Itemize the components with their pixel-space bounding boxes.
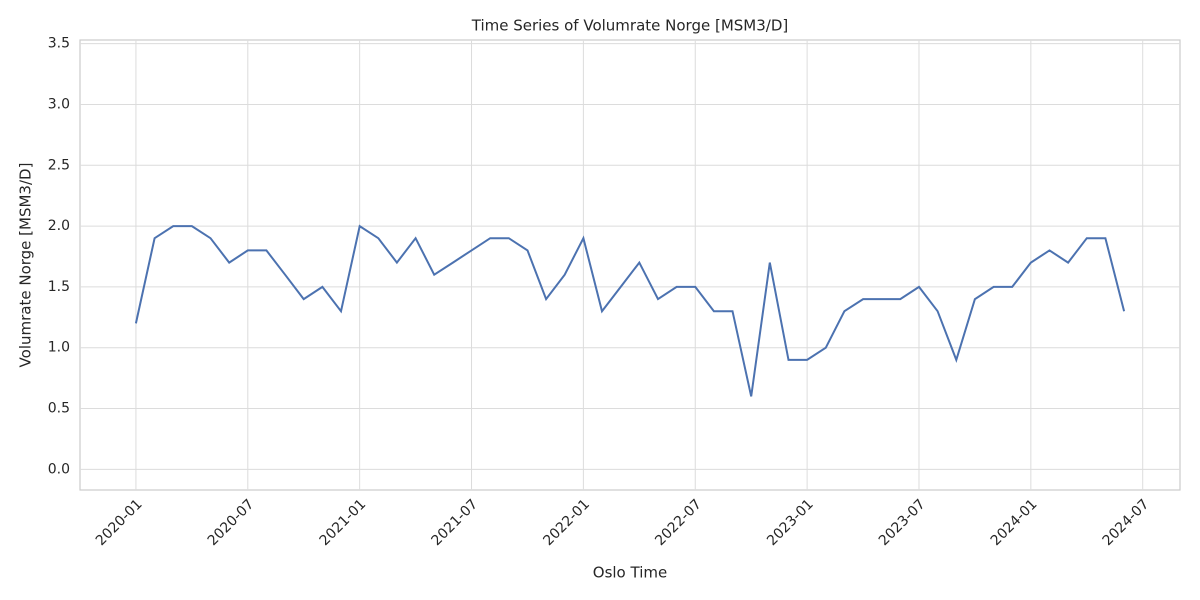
y-tick-label: 3.0 bbox=[48, 96, 70, 112]
chart-title: Time Series of Volumrate Norge [MSM3/D] bbox=[471, 17, 788, 35]
x-tick-label: 2023-01 bbox=[764, 496, 817, 549]
y-tick-label: 0.0 bbox=[48, 461, 70, 477]
x-tick-label: 2022-07 bbox=[652, 496, 705, 549]
y-tick-label: 2.5 bbox=[48, 157, 70, 173]
x-tick-label: 2021-07 bbox=[429, 496, 482, 549]
x-tick-label: 2024-07 bbox=[1100, 496, 1153, 549]
x-tick-label: 2021-01 bbox=[317, 496, 370, 549]
plot-frame bbox=[79, 39, 1181, 491]
x-tick-label: 2020-01 bbox=[93, 496, 146, 549]
y-tick-label: 3.5 bbox=[48, 36, 70, 52]
y-tick-label: 1.0 bbox=[48, 340, 70, 356]
y-axis-label: Volumrate Norge [MSM3/D] bbox=[17, 163, 35, 368]
x-tick-label: 2022-01 bbox=[540, 496, 593, 549]
x-tick-label: 2023-07 bbox=[876, 496, 929, 549]
x-tick-label: 2020-07 bbox=[205, 496, 258, 549]
data-line bbox=[134, 224, 1126, 397]
x-axis-label: Oslo Time bbox=[593, 564, 667, 582]
y-tick-label: 0.5 bbox=[48, 401, 70, 417]
y-tick-label: 2.0 bbox=[48, 218, 70, 234]
y-tick-label: 1.5 bbox=[48, 279, 70, 295]
x-tick-label: 2024-01 bbox=[988, 496, 1041, 549]
